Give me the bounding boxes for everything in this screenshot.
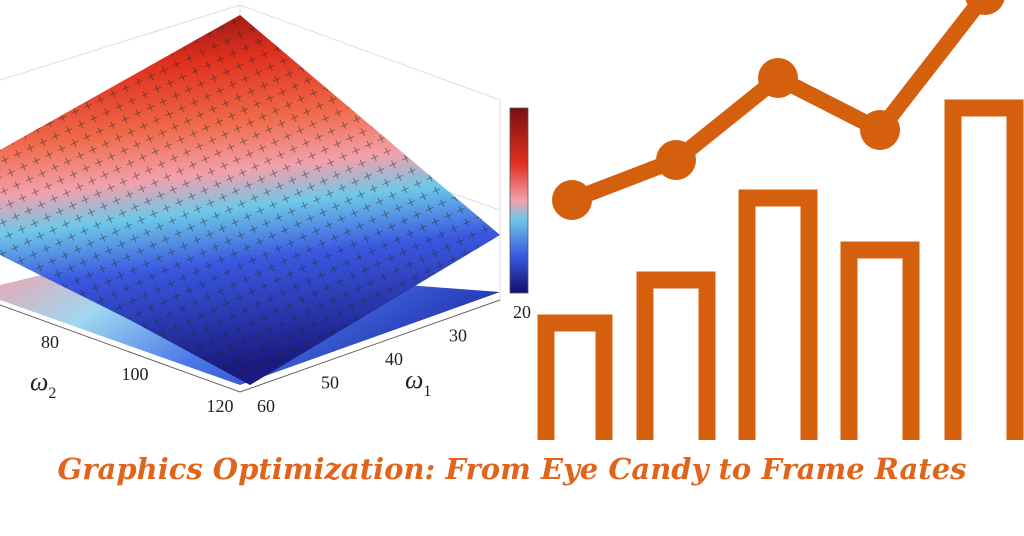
graphic: 80 100 120 20 30 40 50 60 ω2 ω1: [0, 0, 1024, 440]
w2-axis-label: ω2: [30, 367, 56, 402]
w1-tick-label: 40: [385, 349, 403, 369]
line-icon: [552, 0, 1005, 220]
colorbar: [509, 107, 529, 294]
w2-tick-label: 120: [207, 396, 234, 416]
w1-tick-label: 20: [513, 302, 531, 322]
w1-tick-label: 50: [321, 373, 339, 393]
axis-lines: [0, 299, 501, 393]
surface-mesh: [0, 15, 500, 385]
bar-icon: [537, 99, 1024, 440]
w1-tick-label: 60: [257, 396, 275, 416]
w1-tick-label: 30: [449, 326, 467, 346]
w1-axis-label: ω1: [405, 365, 431, 400]
title: Graphics Optimization: From Eye Candy to…: [57, 452, 967, 486]
w2-tick-label: 80: [41, 332, 59, 352]
w2-tick-label: 100: [122, 364, 149, 384]
